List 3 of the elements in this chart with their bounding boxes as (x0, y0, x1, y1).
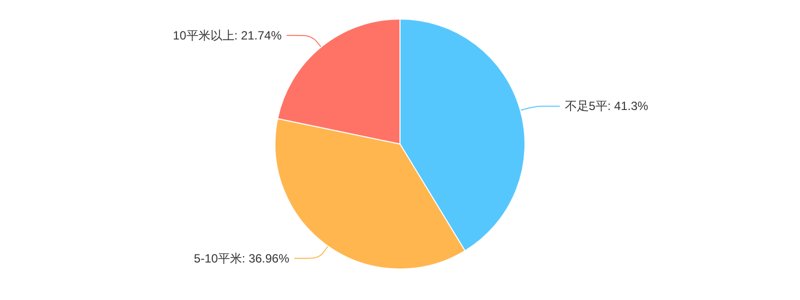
slice-label: 不足5平: 41.3% (564, 99, 648, 114)
slice-label: 5-10平米: 36.96% (194, 251, 290, 266)
slice-label: 10平米以上: 21.74% (172, 28, 282, 42)
